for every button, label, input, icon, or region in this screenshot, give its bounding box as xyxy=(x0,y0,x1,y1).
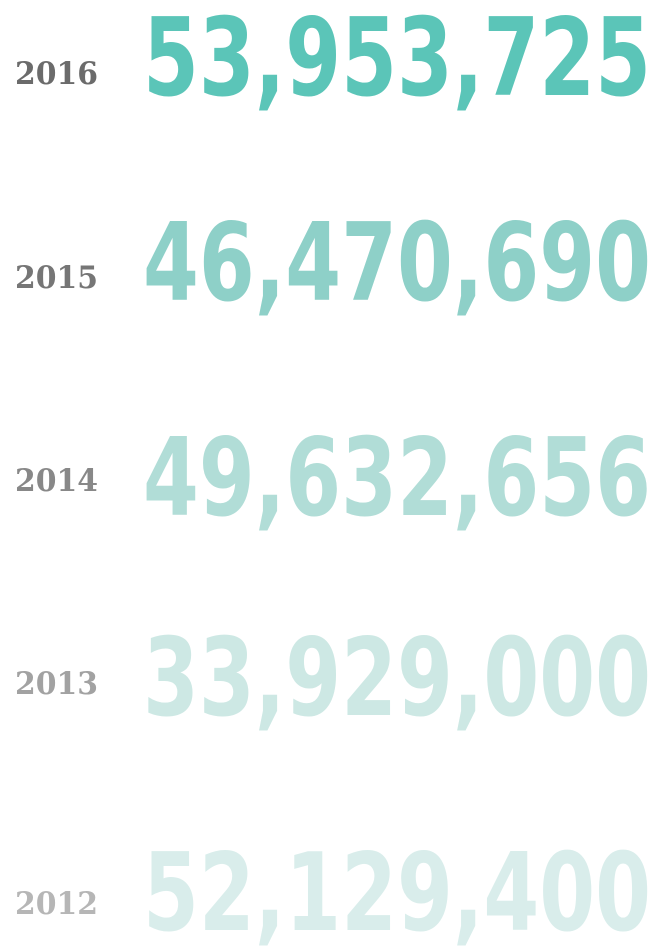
value-label: 33,929,000 xyxy=(143,616,651,741)
value-label: 49,632,656 xyxy=(143,416,651,541)
value-label: 46,470,690 xyxy=(143,201,651,326)
value-label: 52,129,400 xyxy=(143,831,651,950)
row: 2015 46,470,690 xyxy=(15,201,651,326)
year-label: 2016 xyxy=(15,56,98,92)
year-label: 2013 xyxy=(15,666,98,702)
value-label: 53,953,725 xyxy=(143,0,651,121)
row: 2014 49,632,656 xyxy=(15,416,651,541)
year-label: 2014 xyxy=(15,463,98,499)
row: 2012 52,129,400 xyxy=(15,831,651,950)
year-label: 2015 xyxy=(15,260,98,296)
row: 2016 53,953,725 xyxy=(15,0,651,121)
row: 2013 33,929,000 xyxy=(15,616,651,741)
year-label: 2012 xyxy=(15,886,98,922)
